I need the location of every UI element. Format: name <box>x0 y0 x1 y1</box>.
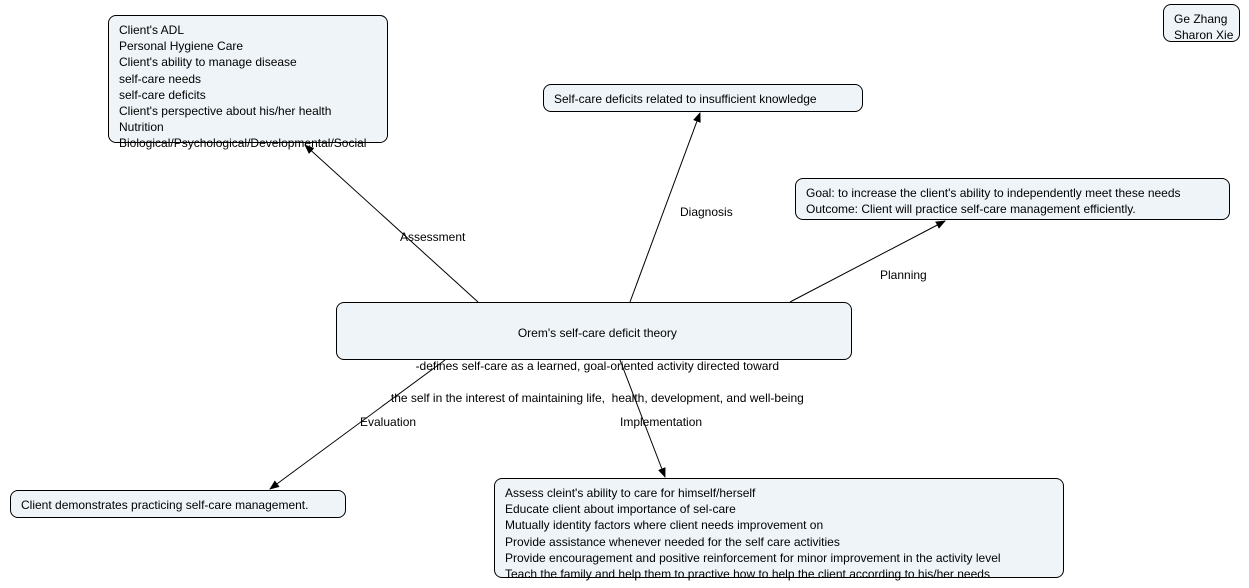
diagnosis-node: Self-care deficits related to insufficie… <box>543 84 863 112</box>
authors-box: Ge Zhang Sharon Xie <box>1163 4 1240 42</box>
edge-label-planning: Planning <box>880 268 927 282</box>
center-sub2: the self in the interest of maintaining … <box>391 391 804 405</box>
edge-label-assessment: Assessment <box>400 230 465 244</box>
center-node: Orem's self-care deficit theory -defines… <box>336 302 852 360</box>
edge-assessment <box>305 145 478 302</box>
center-sub1: -defines self-care as a learned, goal-or… <box>416 359 780 373</box>
evaluation-node: Client demonstrates practicing self-care… <box>10 490 346 518</box>
assessment-node: Client's ADL Personal Hygiene Care Clien… <box>108 15 388 143</box>
center-title: Orem's self-care deficit theory <box>518 326 677 340</box>
edge-planning <box>790 221 945 302</box>
edge-label-evaluation: Evaluation <box>360 415 416 429</box>
implementation-node: Assess cleint's ability to care for hims… <box>494 478 1064 578</box>
edge-label-implementation: Implementation <box>620 415 702 429</box>
edge-label-diagnosis: Diagnosis <box>680 205 733 219</box>
edge-evaluation <box>270 360 445 489</box>
planning-node: Goal: to increase the client's ability t… <box>795 178 1230 220</box>
